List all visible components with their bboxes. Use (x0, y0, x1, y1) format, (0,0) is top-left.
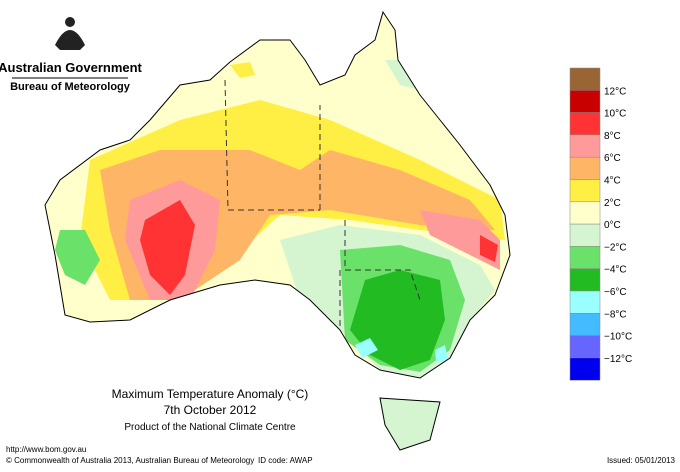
legend-label: −10°C (604, 332, 632, 343)
issued: Issued: 05/01/2013 (607, 456, 676, 465)
legend-swatch (569, 156, 601, 180)
legend-swatch (569, 223, 601, 247)
id-code: ID code: AWAP (258, 456, 313, 465)
legend-swatch (569, 134, 601, 158)
legend-label: −6°C (604, 287, 627, 298)
legend-label: 0°C (604, 220, 621, 231)
legend-swatch (569, 90, 601, 113)
legend-label: 6°C (604, 153, 621, 164)
legend-swatch (569, 201, 601, 225)
legend-swatch (569, 268, 601, 292)
legend-label: −8°C (604, 309, 627, 320)
map-date: 7th October 2012 (164, 403, 257, 417)
legend-label: −2°C (604, 242, 627, 253)
map-product: Product of the National Climate Centre (124, 422, 296, 433)
legend-swatch (569, 313, 601, 336)
legend-swatch (569, 67, 601, 91)
agency: Australian Government (0, 60, 143, 75)
legend-label: 2°C (604, 198, 621, 209)
legend-swatch (569, 112, 601, 136)
legend-label: −4°C (604, 265, 627, 276)
legend-label: 10°C (604, 109, 626, 120)
legend-swatch (569, 246, 601, 269)
legend-label: −12°C (604, 354, 632, 365)
legend-swatch (569, 290, 601, 314)
bureau: Bureau of Meteorology (10, 81, 131, 93)
tasmania (379, 397, 441, 451)
legend-label: 8°C (604, 131, 621, 142)
legend-swatch (569, 335, 601, 359)
legend-label: 4°C (604, 176, 621, 187)
legend-swatch (569, 179, 601, 203)
legend-label: 12°C (604, 86, 626, 97)
legend: 12°C 10°C 8°C 6°C 4°C 2°C 0°C −2°C −4°C −6°C −8°C −… (569, 67, 632, 381)
url: http://www.bom.gov.au (6, 445, 86, 454)
map-title: Maximum Temperature Anomaly (°C) (112, 387, 309, 401)
crest (55, 17, 85, 50)
legend-swatch (569, 357, 601, 381)
copyright: © Commonwealth of Australia 2013, Austra… (6, 456, 254, 465)
